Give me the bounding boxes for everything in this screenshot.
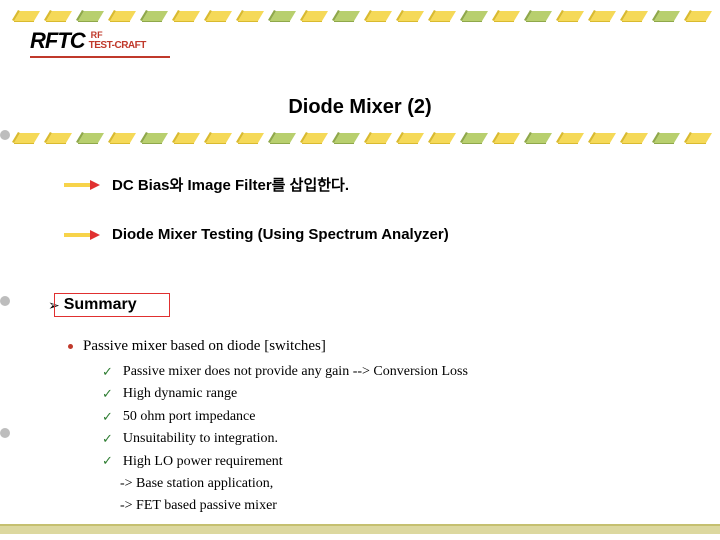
brick-icon bbox=[108, 131, 138, 145]
brick-icon bbox=[652, 131, 682, 145]
brick-icon bbox=[236, 9, 266, 23]
brick-icon bbox=[44, 131, 74, 145]
point-text: DC Bias와 Image Filter를 삽입한다. bbox=[112, 174, 349, 195]
logo-sub: TEST-CRAFT bbox=[89, 40, 146, 51]
brick-icon bbox=[236, 131, 266, 145]
brick-icon bbox=[588, 9, 618, 23]
brick-icon bbox=[204, 131, 234, 145]
brick-icon bbox=[428, 9, 458, 23]
point-row: DC Bias와 Image Filter를 삽입한다. bbox=[64, 174, 349, 195]
check-icon: ✓ bbox=[102, 407, 113, 428]
brick-icon bbox=[364, 131, 394, 145]
brick-icon bbox=[44, 9, 74, 23]
brick-icon bbox=[556, 9, 586, 23]
brick-icon bbox=[620, 9, 650, 23]
point-row: Diode Mixer Testing (Using Spectrum Anal… bbox=[64, 226, 449, 243]
brick-icon bbox=[396, 131, 426, 145]
brick-icon bbox=[268, 131, 298, 145]
content-sub: -> FET based passive mixer bbox=[120, 495, 468, 517]
bullet-icon bbox=[68, 344, 73, 349]
content-block: Passive mixer based on diode [switches] … bbox=[68, 338, 468, 518]
check-icon: ✓ bbox=[102, 451, 113, 472]
summary-marker: ➢ bbox=[48, 297, 60, 314]
brick-icon bbox=[684, 9, 714, 23]
bullet-dot bbox=[0, 296, 10, 306]
check-icon: ✓ bbox=[102, 362, 113, 383]
brick-icon bbox=[460, 131, 490, 145]
brick-row-top bbox=[0, 6, 720, 26]
point-text: Diode Mixer Testing (Using Spectrum Anal… bbox=[112, 226, 449, 243]
brick-icon bbox=[652, 9, 682, 23]
list-item: ✓ High dynamic range bbox=[102, 383, 468, 405]
arrow-icon bbox=[64, 178, 100, 192]
brick-icon bbox=[140, 9, 170, 23]
content-sub: -> Base station application, bbox=[120, 473, 468, 495]
list-item-text: High LO power requirement bbox=[123, 451, 283, 473]
list-item-text: High dynamic range bbox=[123, 383, 237, 405]
list-item: ✓ High LO power requirement bbox=[102, 451, 468, 473]
list-item-text: Passive mixer does not provide any gain … bbox=[123, 361, 468, 383]
arrow-icon bbox=[64, 228, 100, 242]
brick-icon bbox=[588, 131, 618, 145]
brick-row-mid bbox=[0, 128, 720, 148]
brick-icon bbox=[76, 131, 106, 145]
brick-icon bbox=[300, 131, 330, 145]
brick-icon bbox=[460, 9, 490, 23]
brick-icon bbox=[172, 9, 202, 23]
footer-bar bbox=[0, 524, 720, 534]
brick-icon bbox=[12, 9, 42, 23]
brick-icon bbox=[492, 131, 522, 145]
brick-icon bbox=[332, 9, 362, 23]
list-item-text: Unsuitability to integration. bbox=[123, 428, 278, 450]
bullet-dot bbox=[0, 130, 10, 140]
brick-icon bbox=[524, 9, 554, 23]
logo-underline bbox=[30, 56, 170, 58]
page-title: Diode Mixer (2) bbox=[0, 96, 720, 119]
list-item: ✓ Unsuitability to integration. bbox=[102, 428, 468, 450]
content-heading: Passive mixer based on diode [switches] bbox=[68, 338, 468, 355]
brick-icon bbox=[268, 9, 298, 23]
check-icon: ✓ bbox=[102, 384, 113, 405]
brick-icon bbox=[204, 9, 234, 23]
brick-icon bbox=[332, 131, 362, 145]
brick-icon bbox=[364, 9, 394, 23]
list-item-text: 50 ohm port impedance bbox=[123, 406, 256, 428]
brick-icon bbox=[396, 9, 426, 23]
content-list: ✓ Passive mixer does not provide any gain… bbox=[102, 361, 468, 473]
brick-icon bbox=[428, 131, 458, 145]
brick-icon bbox=[12, 131, 42, 145]
brick-icon bbox=[556, 131, 586, 145]
check-icon: ✓ bbox=[102, 429, 113, 450]
brick-icon bbox=[620, 131, 650, 145]
logo-rf: RF bbox=[91, 31, 146, 40]
logo-main: RFTC bbox=[30, 28, 85, 54]
brick-icon bbox=[300, 9, 330, 23]
brick-icon bbox=[76, 9, 106, 23]
brick-icon bbox=[524, 131, 554, 145]
summary-heading: ➢ Summary bbox=[48, 296, 137, 314]
list-item: ✓ 50 ohm port impedance bbox=[102, 406, 468, 428]
brick-icon bbox=[140, 131, 170, 145]
bullet-dot bbox=[0, 428, 10, 438]
list-item: ✓ Passive mixer does not provide any gain… bbox=[102, 361, 468, 383]
brick-icon bbox=[172, 131, 202, 145]
brick-icon bbox=[684, 131, 714, 145]
brick-icon bbox=[492, 9, 522, 23]
summary-label: Summary bbox=[64, 296, 137, 314]
content-head-text: Passive mixer based on diode [switches] bbox=[83, 338, 326, 355]
brick-icon bbox=[108, 9, 138, 23]
logo: RFTC RF TEST-CRAFT bbox=[30, 28, 170, 58]
